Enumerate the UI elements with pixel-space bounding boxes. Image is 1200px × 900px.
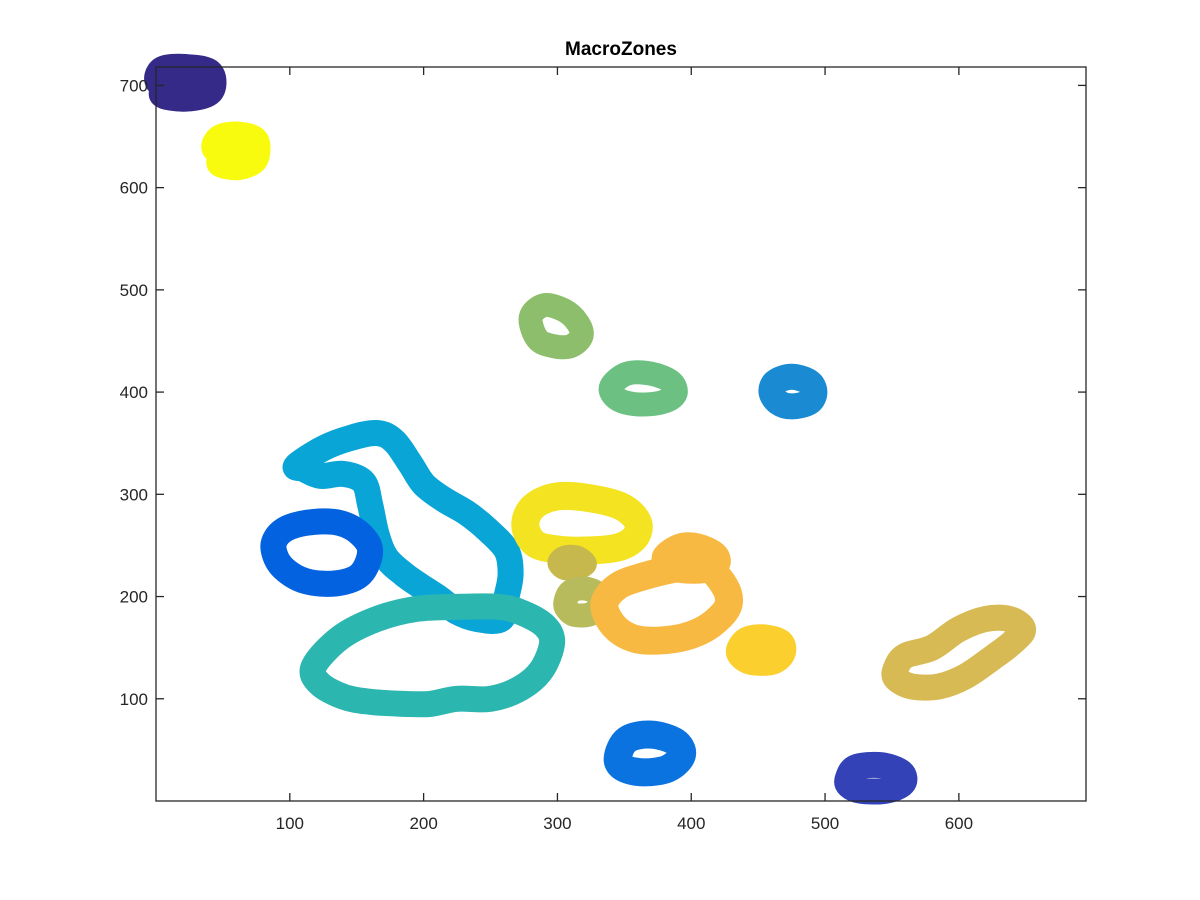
x-tick-label: 500 (811, 814, 839, 833)
axes-frame (155, 66, 1087, 802)
zone-3 (518, 292, 594, 360)
zone-17 (834, 751, 918, 805)
zone-16 (603, 720, 697, 787)
y-tick-label: 100 (120, 690, 148, 709)
zone-4 (598, 360, 688, 417)
y-tick-label: 700 (120, 76, 148, 95)
y-tick-label: 500 (120, 281, 148, 300)
zone-8 (299, 593, 566, 718)
zone-5 (758, 363, 828, 420)
x-tick-label: 600 (945, 814, 973, 833)
x-tick-label: 100 (276, 814, 304, 833)
zone-2 (201, 121, 271, 181)
zone-15 (881, 604, 1037, 701)
x-tick-label: 200 (409, 814, 437, 833)
y-tick-label: 600 (120, 179, 148, 198)
x-tick-label: 300 (543, 814, 571, 833)
y-tick-label: 400 (120, 383, 148, 402)
zone-1 (144, 53, 227, 112)
zone-7 (260, 508, 384, 597)
zone-10 (547, 544, 597, 581)
zones-layer (144, 53, 1037, 805)
chart-title: MacroZones (565, 39, 677, 60)
y-tick-label: 200 (120, 588, 148, 607)
zone-14 (725, 624, 797, 676)
zone-12 (590, 552, 744, 655)
x-tick-label: 400 (677, 814, 705, 833)
zone-13 (651, 532, 731, 584)
ticks-layer: 100 200 300 400 500 600 100 200 300 400 500 600 700 (120, 67, 1086, 833)
y-tick-label: 300 (120, 485, 148, 504)
zone-9 (511, 481, 653, 565)
